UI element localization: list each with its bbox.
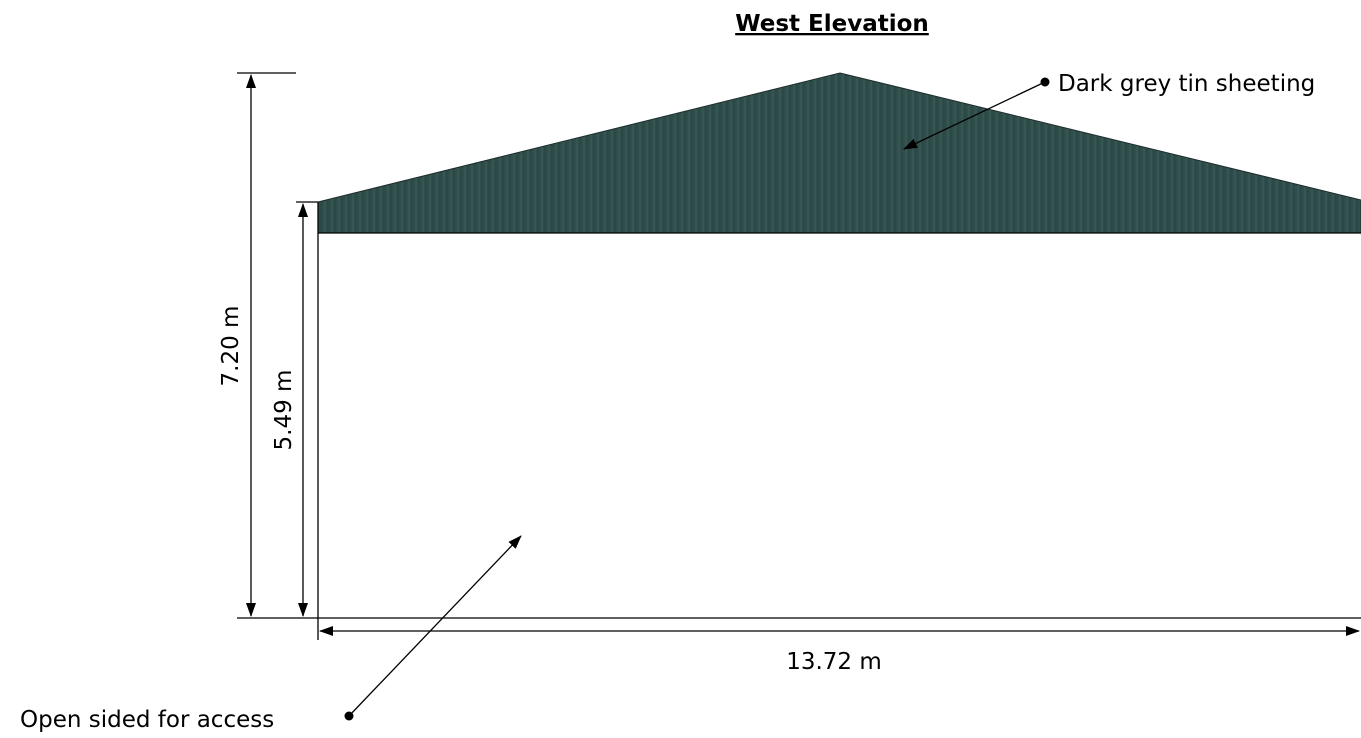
overall-height-dimension: 7.20 m: [218, 72, 296, 617]
eave-height-dimension: 5.49 m: [271, 201, 318, 617]
access-annotation: Open sided for access: [20, 535, 522, 733]
roof-gable-sheeting: [317, 72, 1361, 234]
access-leader-arrow: [348, 535, 522, 717]
roof-annotation: Dark grey tin sheeting: [903, 71, 1315, 150]
eave-height-label: 5.49 m: [271, 370, 297, 451]
width-label: 13.72 m: [786, 649, 882, 675]
drawing-title: West Elevation: [735, 11, 929, 37]
overall-height-label: 7.20 m: [218, 306, 244, 387]
width-dimension: 13.72 m: [319, 626, 1360, 675]
roof-annotation-text: Dark grey tin sheeting: [1058, 71, 1315, 97]
access-annotation-text: Open sided for access: [20, 707, 274, 733]
roof-leader-arrow: [903, 81, 1046, 150]
